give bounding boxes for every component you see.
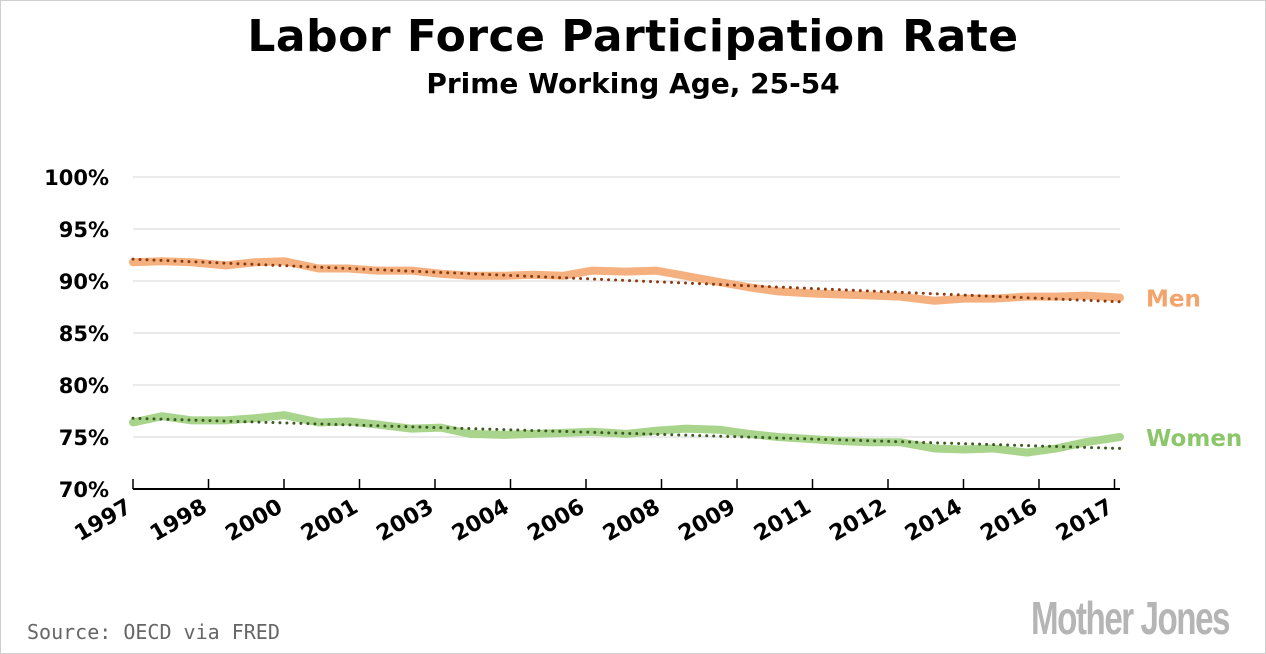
x-tick-label: 2001 — [297, 495, 363, 547]
y-tick-label: 85% — [59, 322, 109, 346]
chart-title: Labor Force Participation Rate — [247, 11, 1019, 62]
y-tick-label: 100% — [44, 166, 109, 190]
x-tick-label: 1998 — [146, 495, 212, 547]
y-tick-label: 80% — [59, 374, 109, 398]
y-tick-label: 90% — [59, 270, 109, 294]
x-tick-label: 2006 — [523, 495, 589, 547]
series-label-women: Women — [1146, 426, 1242, 452]
chart-subtitle: Prime Working Age, 25-54 — [426, 67, 840, 100]
x-tick-label: 2004 — [448, 495, 514, 547]
x-tick-label: 2009 — [674, 495, 740, 547]
x-tick-label: 2017 — [1052, 495, 1118, 547]
y-tick-label: 95% — [59, 218, 109, 242]
x-tick-label: 2011 — [750, 495, 816, 547]
x-tick-label: 2000 — [221, 495, 287, 547]
y-tick-label: 70% — [59, 478, 109, 502]
source-note: Source: OECD via FRED — [27, 620, 280, 644]
x-tick-label: 1997 — [70, 495, 136, 547]
x-tick-label: 2014 — [901, 495, 967, 547]
x-tick-label: 2016 — [976, 495, 1042, 547]
x-tick-label: 2012 — [825, 495, 891, 547]
y-tick-label: 75% — [59, 426, 109, 450]
series-label-men: Men — [1146, 287, 1201, 313]
x-tick-label: 2008 — [599, 495, 665, 547]
mother-jones-logo: Mother Jones — [1031, 592, 1230, 644]
x-tick-label: 2003 — [372, 495, 438, 547]
